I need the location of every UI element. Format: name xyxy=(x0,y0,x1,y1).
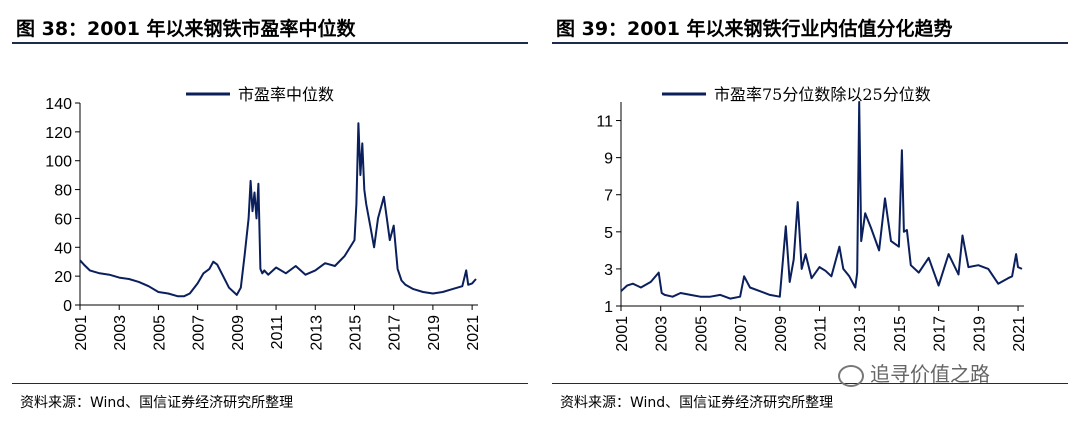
right-x-tick-label: 2013 xyxy=(852,316,869,352)
left-x-tick-label: 2003 xyxy=(112,315,129,351)
left-x-tick-label: 2011 xyxy=(269,315,286,350)
left-panel: 图 38：2001 年以来钢铁市盈率中位数 0 20 40 60 80 100 120 140… xyxy=(12,10,528,411)
right-source-note: 资料来源：Wind、国信证券经济研究所整理 xyxy=(560,395,834,411)
left-x-tick-label: 2015 xyxy=(347,315,364,351)
left-y-tick-label: 140 xyxy=(45,96,72,113)
right-x-tick-label: 2019 xyxy=(971,316,988,352)
right-y-tick-label: 1 xyxy=(604,299,613,316)
right-legend-label: 市盈率75分位数除以25分位数 xyxy=(714,85,931,104)
right-chart-title: 图 39：2001 年以来钢铁行业内估值分化趋势 xyxy=(556,18,953,40)
left-series-line xyxy=(79,122,477,298)
right-y-tick-label: 5 xyxy=(604,225,613,242)
right-x-tick-label: 2007 xyxy=(733,316,750,352)
left-y-tick-label: 40 xyxy=(54,240,72,257)
left-line-chart: 0 20 40 60 80 100 120 140 2001 2003 2005 2007 2009 20… xyxy=(45,85,482,351)
watermark-text: 追寻价值之路 xyxy=(870,362,990,386)
left-x-tick-label: 2013 xyxy=(308,315,325,351)
right-legend: 市盈率75分位数除以25分位数 xyxy=(662,85,931,104)
left-y-tick-label: 80 xyxy=(54,183,72,200)
left-y-tick-label: 120 xyxy=(45,125,72,142)
right-line-chart: 1 3 5 7 9 11 2001 2003 2005 2007 2009 2011 2013 2015 2… xyxy=(596,85,1028,352)
right-y-tick-label: 9 xyxy=(604,151,613,168)
right-x-tick-label: 2021 xyxy=(1011,316,1028,352)
right-y-tick-label: 7 xyxy=(604,188,613,205)
left-source-note: 资料来源：Wind、国信证券经济研究所整理 xyxy=(20,395,294,411)
right-x-tick-label: 2001 xyxy=(614,316,631,352)
left-y-tick-label: 0 xyxy=(63,298,72,315)
right-source-bar: 资料来源：Wind、国信证券经济研究所整理 xyxy=(552,383,1068,411)
left-x-tick-label: 2019 xyxy=(426,315,443,351)
right-x-tick-label: 2015 xyxy=(892,316,909,352)
left-y-tick-label: 100 xyxy=(45,154,72,171)
left-title-bar: 图 38：2001 年以来钢铁市盈率中位数 xyxy=(12,10,528,44)
left-legend-label: 市盈率中位数 xyxy=(238,85,334,104)
left-y-tick-label: 20 xyxy=(54,269,72,286)
right-x-tick-label: 2009 xyxy=(773,316,790,352)
right-x-tick-label: 2017 xyxy=(932,316,949,352)
left-x-tick-label: 2005 xyxy=(151,315,168,351)
left-x-tick-label: 2017 xyxy=(387,315,404,351)
right-x-tick-label: 2005 xyxy=(693,316,710,352)
right-x-tick-label: 2011 xyxy=(813,316,830,351)
watermark: 追寻价值之路 xyxy=(838,358,990,387)
right-y-tick-label: 3 xyxy=(604,262,613,279)
left-x-tick-label: 2021 xyxy=(465,315,482,351)
right-y-tick-label: 11 xyxy=(596,114,613,131)
left-source-bar: 资料来源：Wind、国信证券经济研究所整理 xyxy=(12,383,528,411)
left-legend: 市盈率中位数 xyxy=(186,85,334,104)
right-x-tick-label: 2003 xyxy=(654,316,671,352)
right-panel: 图 39：2001 年以来钢铁行业内估值分化趋势 1 3 5 7 9 11 2001 2003… xyxy=(540,0,1080,421)
left-y-tick-label: 60 xyxy=(54,211,72,228)
right-series-line xyxy=(620,101,1023,300)
right-title-bar: 图 39：2001 年以来钢铁行业内估值分化趋势 xyxy=(552,10,1068,44)
left-x-tick-label: 2007 xyxy=(191,315,208,351)
wechat-icon xyxy=(838,364,864,387)
left-x-tick-label: 2009 xyxy=(230,315,247,351)
left-chart-title: 图 38：2001 年以来钢铁市盈率中位数 xyxy=(16,18,356,40)
left-x-tick-label: 2001 xyxy=(73,315,90,351)
